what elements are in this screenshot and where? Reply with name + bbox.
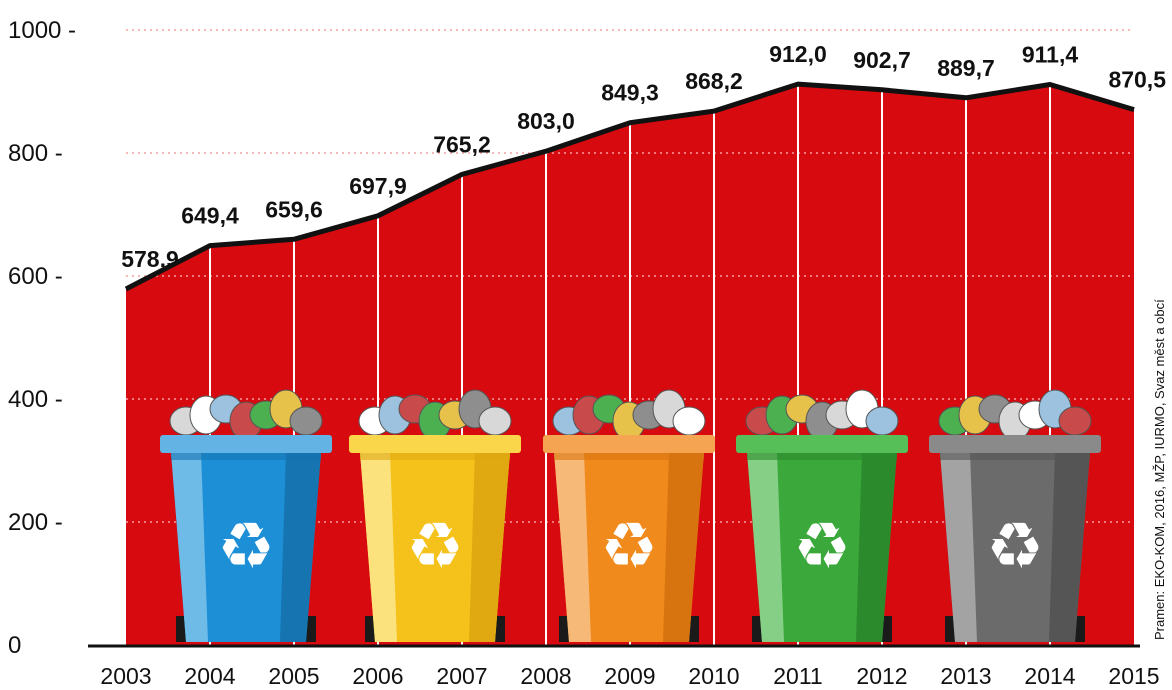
recycling-bins-illustration: ♻ ♻ ♻ ♻ ♻ xyxy=(160,389,1101,642)
trash-contents xyxy=(169,389,323,441)
trash-contents xyxy=(745,389,899,441)
y-tick-label: 400 - xyxy=(8,386,63,413)
data-label: 803,0 xyxy=(517,108,575,134)
x-tick-label: 2011 xyxy=(773,663,822,689)
trash-contents xyxy=(552,389,706,441)
data-label: 912,0 xyxy=(769,41,827,67)
data-label: 889,7 xyxy=(937,55,995,81)
data-label: 659,6 xyxy=(265,196,323,222)
y-tick-label: 800 - xyxy=(8,140,63,167)
y-tick-label: 200 - xyxy=(8,509,63,536)
data-label: 868,2 xyxy=(685,68,743,94)
plastic-bin: ♻ xyxy=(349,389,521,642)
x-tick-label: 2012 xyxy=(856,663,907,689)
metal-bin: ♻ xyxy=(543,389,715,642)
source-note: Pramen: EKO-KOM, 2016, MŽP, IURMO, Svaz … xyxy=(1152,299,1167,640)
y-tick-label: 0 xyxy=(8,632,21,659)
glass-bin: ♻ xyxy=(736,389,908,642)
y-tick-label: 1000 - xyxy=(8,17,76,44)
x-axis: 2003 2004 2005 2006 2007 2008 2009 2010 2011 2012… xyxy=(100,663,1159,689)
recycle-icon: ♻ xyxy=(217,510,274,584)
data-label: 911,4 xyxy=(1022,41,1078,67)
recycle-icon: ♻ xyxy=(793,510,850,584)
x-tick-label: 2010 xyxy=(688,663,739,689)
recycle-icon: ♻ xyxy=(406,510,463,584)
data-label: 902,7 xyxy=(853,47,911,73)
x-tick-label: 2007 xyxy=(436,663,487,689)
data-label: 578,9 xyxy=(121,246,179,272)
data-label: 765,2 xyxy=(433,131,491,157)
x-tick-label: 2003 xyxy=(100,663,151,689)
data-label: 870,5 xyxy=(1108,67,1166,93)
data-label: 697,9 xyxy=(349,173,407,199)
x-tick-label: 2014 xyxy=(1024,663,1075,689)
recycle-icon: ♻ xyxy=(986,510,1043,584)
x-tick-label: 2009 xyxy=(604,663,655,689)
x-tick-label: 2008 xyxy=(520,663,571,689)
x-tick-label: 2013 xyxy=(940,663,991,689)
y-axis: 0 200 - 400 - 600 - 800 - 1000 - xyxy=(8,17,76,659)
data-label: 849,3 xyxy=(601,80,659,106)
paper-bin: ♻ xyxy=(160,389,332,642)
trash-contents xyxy=(938,389,1092,441)
data-label: 649,4 xyxy=(181,203,239,229)
x-tick-label: 2005 xyxy=(268,663,319,689)
x-tick-label: 2004 xyxy=(184,663,235,689)
bio-bin: ♻ xyxy=(929,389,1101,642)
recycle-icon: ♻ xyxy=(600,510,657,584)
series-line xyxy=(124,81,1135,292)
x-tick-label: 2015 xyxy=(1108,663,1159,689)
x-tick-label: 2006 xyxy=(352,663,403,689)
y-tick-label: 600 - xyxy=(8,263,63,290)
